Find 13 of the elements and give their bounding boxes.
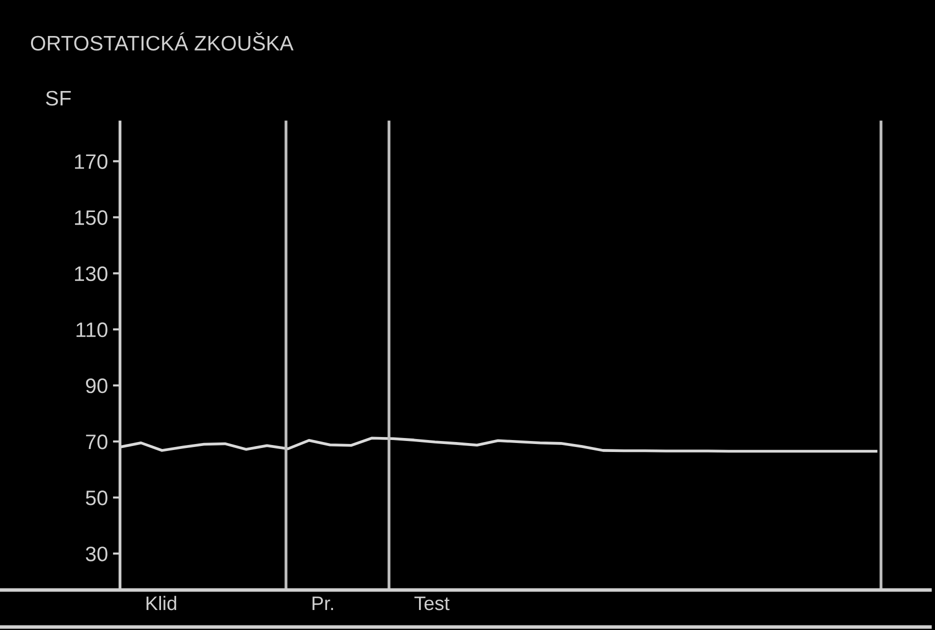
y-tick-label: 150 bbox=[75, 210, 108, 226]
y-tick-label: 130 bbox=[75, 266, 108, 282]
y-tick-label: 110 bbox=[76, 322, 108, 338]
y-tick-label: 30 bbox=[86, 546, 108, 562]
text: Klid bbox=[146, 596, 176, 610]
y-axis-title: SF bbox=[46, 90, 71, 106]
y-tick-label: 170 bbox=[75, 154, 108, 169]
text: Test bbox=[414, 596, 450, 610]
y-tick-label: 50 bbox=[86, 490, 108, 506]
y-tick-label: 90 bbox=[86, 378, 108, 394]
text: Pr. bbox=[312, 596, 334, 610]
y-tick-label: 70 bbox=[86, 434, 108, 450]
chart-title: ORTOSTATICKÁ ZKOUŠKA bbox=[30, 32, 294, 51]
